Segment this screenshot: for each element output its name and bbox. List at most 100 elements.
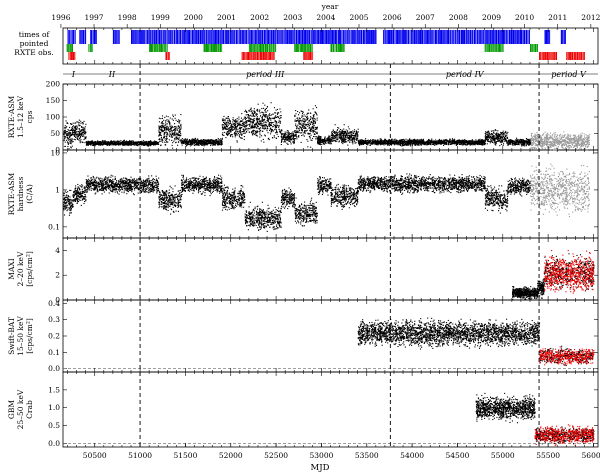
data-point xyxy=(347,136,349,139)
pointed-obs-blue xyxy=(372,30,374,44)
data-point xyxy=(110,142,112,144)
data-point xyxy=(215,141,217,144)
pointed-obs-blue xyxy=(244,30,246,44)
data-point xyxy=(321,141,323,143)
data-point xyxy=(243,129,245,131)
data-point xyxy=(254,131,256,133)
pointed-obs-blue xyxy=(226,30,228,44)
data-point xyxy=(171,134,173,136)
pointed-obs-green xyxy=(166,44,168,52)
data-point xyxy=(102,144,104,146)
data-point xyxy=(179,135,181,137)
data-point xyxy=(237,128,239,130)
data-point xyxy=(313,114,315,117)
pointed-obs-blue xyxy=(370,30,373,44)
data-point xyxy=(215,140,217,142)
data-point xyxy=(243,130,245,132)
data-point xyxy=(74,132,76,134)
pointed-obs-green xyxy=(337,44,339,52)
data-point xyxy=(317,140,320,142)
pointed-obs-blue xyxy=(438,30,440,44)
pointed-obs-blue xyxy=(468,30,470,44)
data-point xyxy=(313,135,315,138)
data-point xyxy=(84,133,86,135)
data-point xyxy=(82,135,84,137)
data-point xyxy=(74,127,76,129)
pointed-obs-red xyxy=(555,52,558,60)
pointed-obs-blue xyxy=(262,30,264,44)
data-point xyxy=(342,132,344,134)
data-point xyxy=(295,125,297,127)
pointed-obs-blue xyxy=(321,30,323,44)
pointed-obs-blue xyxy=(249,30,251,44)
data-point xyxy=(348,138,350,140)
data-point xyxy=(71,141,73,143)
data-point xyxy=(98,142,100,144)
data-point xyxy=(87,140,89,142)
pointed-obs-green xyxy=(488,44,491,52)
pointed-obs-blue xyxy=(330,30,331,44)
pointed-obs-blue xyxy=(472,30,474,44)
pointed-obs-green xyxy=(340,44,342,52)
data-point xyxy=(240,137,243,139)
data-point xyxy=(79,137,81,140)
data-point xyxy=(353,139,355,141)
data-point xyxy=(446,140,448,142)
data-point xyxy=(283,141,285,143)
data-point xyxy=(330,140,332,142)
data-point xyxy=(264,126,266,128)
pointed-obs-blue xyxy=(426,30,429,44)
data-point xyxy=(365,138,367,140)
pointed-obs-blue xyxy=(196,30,198,44)
data-point xyxy=(241,137,243,139)
data-point xyxy=(161,122,163,124)
data-point xyxy=(276,124,278,126)
data-point xyxy=(362,141,364,143)
pointed-obs-green xyxy=(159,44,161,52)
data-point xyxy=(161,115,164,117)
data-point xyxy=(228,119,231,121)
data-point xyxy=(321,140,323,142)
data-point xyxy=(286,139,288,142)
data-point xyxy=(123,142,125,144)
pointed-obs-blue xyxy=(439,30,441,44)
panel-ylabel-hardness: RXTE-ASM xyxy=(7,172,16,215)
data-point xyxy=(431,138,433,140)
data-point xyxy=(179,140,181,142)
pointed-obs-red xyxy=(261,52,263,60)
data-point xyxy=(175,136,177,138)
data-point xyxy=(304,131,306,133)
data-point xyxy=(341,132,343,134)
data-point xyxy=(227,124,229,126)
data-point xyxy=(260,123,262,125)
data-point xyxy=(261,116,264,118)
pointed-obs-blue xyxy=(222,30,225,44)
data-point xyxy=(294,130,296,132)
data-point xyxy=(231,134,233,136)
pointed-obs-blue xyxy=(142,30,144,44)
pointed-obs-blue xyxy=(462,30,464,44)
pointed-obs-red xyxy=(307,52,309,60)
data-point xyxy=(197,143,200,145)
data-point xyxy=(192,140,194,142)
data-point xyxy=(155,141,157,143)
pointed-obs-red xyxy=(571,52,574,60)
pointed-obs-blue xyxy=(423,30,425,44)
data-point xyxy=(171,127,173,129)
data-point xyxy=(257,117,259,119)
data-point xyxy=(186,142,188,144)
data-point xyxy=(303,123,305,126)
data-point xyxy=(293,134,295,137)
data-point xyxy=(343,140,345,142)
pointed-obs-red xyxy=(568,52,569,60)
data-point xyxy=(300,124,302,126)
data-point xyxy=(286,142,288,144)
data-point xyxy=(78,122,80,124)
pointed-obs-blue xyxy=(310,30,312,44)
data-point xyxy=(221,133,224,135)
data-point xyxy=(191,139,193,141)
pointed-obs-red xyxy=(310,52,312,60)
data-point xyxy=(327,142,330,144)
data-point xyxy=(312,127,314,129)
data-point xyxy=(109,144,111,146)
